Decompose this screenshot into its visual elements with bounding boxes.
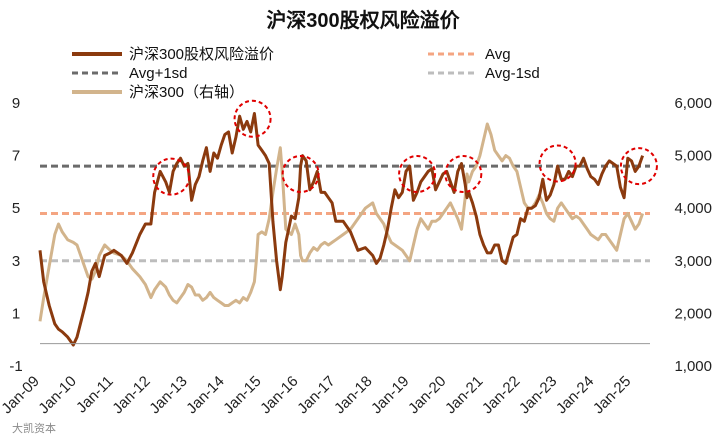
x-tick-label: Jan-21 bbox=[442, 373, 486, 417]
legend-label-erp: 沪深300股权风险溢价 bbox=[129, 46, 274, 63]
x-tick-label: Jan-25 bbox=[590, 373, 634, 417]
y-left-tick-label: 3 bbox=[12, 253, 20, 270]
legend-label-avg-minus-1sd: Avg-1sd bbox=[485, 65, 540, 82]
y-right-tick-label: 2,000 bbox=[674, 305, 712, 322]
x-tick-label: Jan-22 bbox=[479, 373, 523, 417]
highlight-circle bbox=[281, 155, 320, 194]
x-tick-label: Jan-16 bbox=[257, 373, 301, 417]
x-tick-label: Jan-18 bbox=[331, 373, 375, 417]
x-tick-label: Jan-13 bbox=[146, 373, 190, 417]
highlight-circle bbox=[538, 144, 577, 183]
watermark: 大凯资本 bbox=[12, 421, 56, 435]
x-tick-label: Jan-24 bbox=[553, 373, 597, 417]
y-left-tick-label: 5 bbox=[12, 200, 20, 217]
x-tick-label: Jan-17 bbox=[294, 373, 338, 417]
x-tick-label: Jan-12 bbox=[109, 373, 153, 417]
y-axis-left: -1 1 3 5 7 9 bbox=[9, 95, 22, 375]
series-group bbox=[38, 112, 645, 347]
x-tick-label: Jan-10 bbox=[35, 373, 79, 417]
y-right-tick-label: 5,000 bbox=[674, 148, 712, 165]
highlight-circle bbox=[444, 155, 483, 194]
legend-label-csi300: 沪深300（右轴） bbox=[129, 84, 244, 101]
reference-lines bbox=[40, 164, 650, 263]
highlight-circles bbox=[152, 99, 658, 196]
y-right-tick-label: 6,000 bbox=[674, 95, 712, 112]
y-axis-right: 1,000 2,000 3,000 4,000 5,000 6,000 bbox=[674, 95, 712, 375]
y-left-tick-label: 1 bbox=[12, 305, 20, 322]
x-axis: Jan-09Jan-10Jan-11Jan-12Jan-13Jan-14Jan-… bbox=[0, 373, 634, 417]
series-line-csi300 bbox=[38, 122, 645, 322]
x-tick-label: Jan-20 bbox=[405, 373, 449, 417]
x-tick-label: Jan-19 bbox=[368, 373, 412, 417]
x-tick-label: Jan-14 bbox=[183, 373, 227, 417]
highlight-circle bbox=[398, 155, 437, 194]
y-right-tick-label: 1,000 bbox=[674, 358, 712, 375]
legend-label-avg: Avg bbox=[485, 46, 511, 63]
y-left-tick-label: -1 bbox=[9, 358, 22, 375]
x-tick-label: Jan-11 bbox=[73, 373, 117, 417]
y-right-tick-label: 3,000 bbox=[674, 253, 712, 270]
legend-label-avg-plus-1sd: Avg+1sd bbox=[129, 65, 188, 82]
highlight-circle bbox=[619, 147, 658, 186]
y-right-tick-label: 4,000 bbox=[674, 200, 712, 217]
x-tick-label: Jan-23 bbox=[516, 373, 560, 417]
y-left-tick-label: 7 bbox=[12, 148, 20, 165]
x-tick-label: Jan-09 bbox=[0, 373, 43, 417]
highlight-circle bbox=[152, 157, 191, 196]
legend: 沪深300股权风险溢价 Avg Avg+1sd Avg-1sd 沪深300（右轴… bbox=[72, 46, 540, 101]
chart-title: 沪深300股权风险溢价 bbox=[266, 8, 460, 32]
y-left-tick-label: 9 bbox=[12, 95, 20, 112]
highlight-circle bbox=[233, 99, 272, 138]
x-tick-label: Jan-15 bbox=[220, 373, 264, 417]
series-line-erp bbox=[38, 112, 645, 347]
